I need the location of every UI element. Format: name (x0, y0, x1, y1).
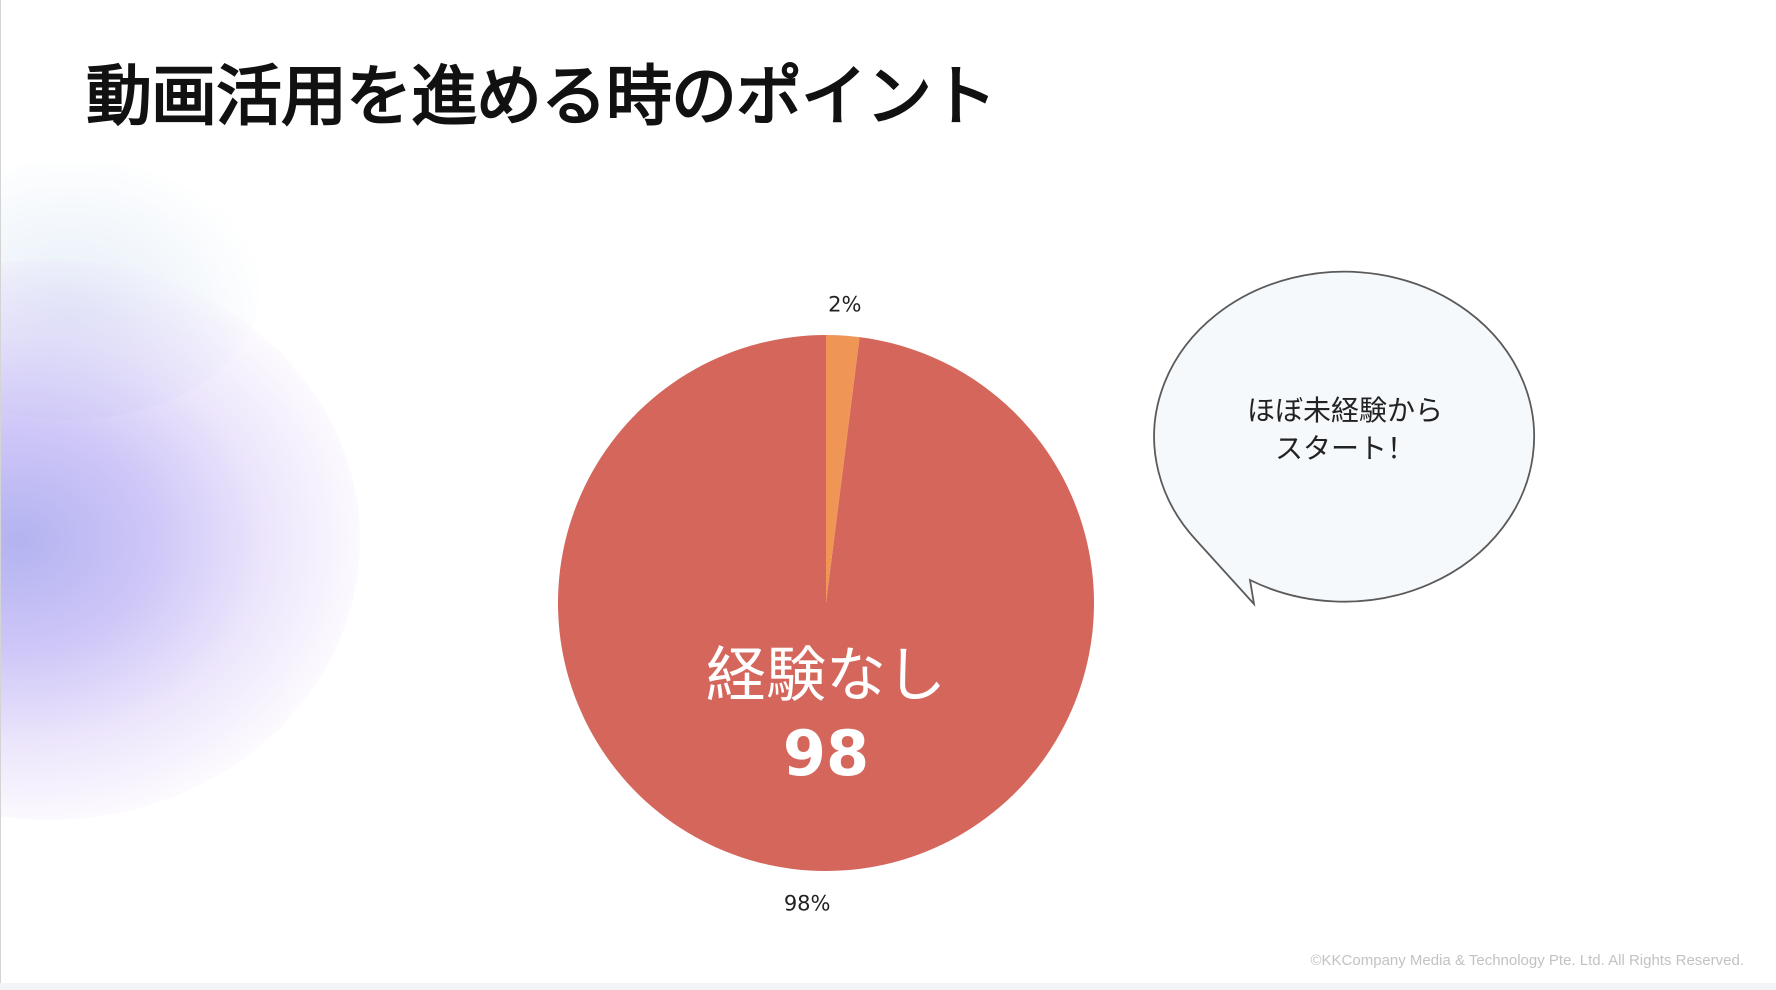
speech-bubble-shape (1153, 270, 1535, 607)
pie-inner-label: 経験なし (706, 641, 946, 711)
pie-inner-value: 98 (783, 717, 869, 790)
speech-bubble-text: ほぼ未経験から スタート！ (1180, 392, 1510, 468)
speech-bubble-line-1: ほぼ未経験から (1246, 394, 1443, 427)
pie-slice-1 (826, 335, 860, 603)
pie-slices (558, 335, 1095, 871)
slide-bottom-band (0, 983, 1776, 990)
slide-left-edge (0, 0, 1, 990)
slide-title: 動画活用を進める時のポイント (86, 58, 997, 135)
pie-pct-label-0: 98% (784, 891, 831, 915)
speech-bubble-line-2: スタート！ (1274, 432, 1415, 465)
copyright-notice: ©KKCompany Media & Technology Pte. Ltd. … (1310, 952, 1745, 969)
speech-bubble (1153, 270, 1535, 607)
pie-slice-0 (558, 335, 1095, 871)
pie-pct-label-1: 2% (828, 293, 861, 317)
